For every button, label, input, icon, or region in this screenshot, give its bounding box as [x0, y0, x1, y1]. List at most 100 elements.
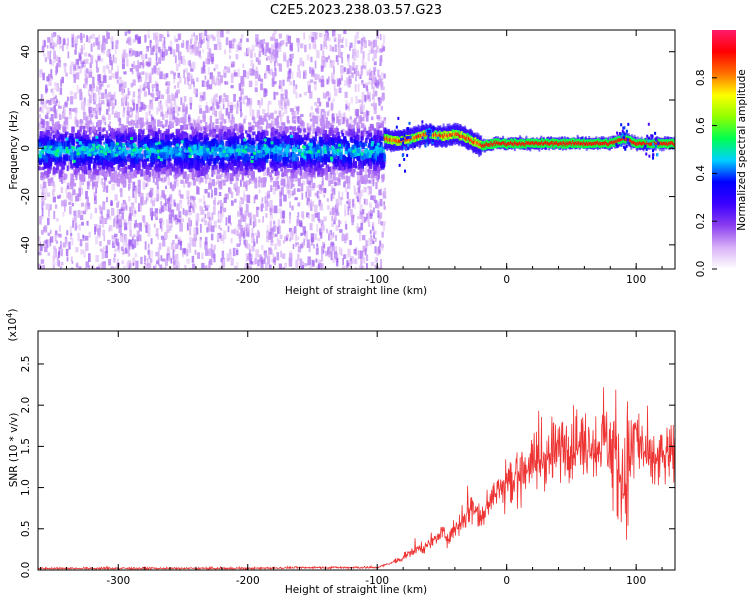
noise-speck: [362, 208, 365, 215]
noise-speck: [289, 42, 294, 52]
noise-speck: [203, 62, 207, 68]
noise-speck: [353, 188, 357, 195]
band-speck: [336, 149, 340, 155]
noise-speck: [233, 103, 236, 109]
noise-speck: [151, 116, 154, 121]
noise-speck: [372, 86, 375, 94]
noise-speck: [150, 92, 153, 97]
noise-speck: [356, 223, 359, 230]
noise-speck: [303, 91, 308, 96]
noise-speck: [111, 235, 115, 240]
band-speck: [111, 167, 115, 172]
band-speck: [266, 169, 270, 173]
noise-speck: [358, 214, 361, 219]
band-speck: [97, 134, 100, 139]
noise-speck: [105, 245, 108, 254]
noise-speck: [366, 85, 368, 92]
noise-speck: [72, 189, 76, 196]
noise-speck: [55, 240, 59, 244]
band-speck: [304, 134, 308, 139]
noise-speck: [139, 85, 142, 94]
noise-speck: [381, 231, 384, 238]
noise-speck: [88, 110, 91, 117]
band-speck: [266, 123, 271, 129]
noise-speck: [180, 173, 183, 177]
noise-speck: [361, 58, 365, 67]
noise-speck: [300, 265, 305, 269]
noise-speck: [55, 70, 57, 76]
noise-speck: [128, 50, 131, 54]
noise-speck: [320, 263, 324, 269]
noise-speck: [155, 97, 159, 102]
noise-speck: [91, 182, 94, 190]
noise-speck: [220, 30, 224, 38]
band-speck: [154, 159, 158, 163]
band-speck: [175, 167, 179, 176]
noise-speck: [86, 196, 90, 204]
noise-speck: [163, 73, 167, 80]
noise-speck: [204, 241, 208, 250]
noise-speck: [110, 99, 114, 107]
noise-speck: [341, 117, 345, 125]
noise-speck: [155, 83, 159, 92]
noise-speck: [199, 223, 202, 233]
noise-speck: [331, 222, 335, 227]
noise-speck: [169, 98, 173, 107]
noise-speck: [333, 37, 337, 42]
noise-speck: [57, 251, 61, 258]
noise-speck: [66, 230, 69, 236]
band-speck: [187, 173, 190, 179]
noise-speck: [79, 239, 83, 247]
noise-speck: [169, 182, 173, 189]
noise-speck: [297, 246, 302, 253]
noise-speck: [310, 199, 312, 207]
noise-speck: [54, 101, 58, 106]
noise-speck: [377, 69, 380, 77]
noise-speck: [378, 267, 381, 269]
band-speck: [316, 126, 320, 131]
noise-speck: [121, 206, 125, 212]
noise-speck: [255, 57, 259, 63]
noise-speck: [108, 225, 113, 231]
noise-speck: [191, 263, 196, 269]
band-speck: [108, 143, 113, 147]
noise-speck: [368, 68, 371, 73]
band-speck: [293, 126, 297, 132]
noise-speck: [52, 45, 55, 50]
band-speck: [121, 132, 125, 137]
noise-speck: [378, 74, 381, 80]
noise-speck: [253, 196, 256, 204]
noise-speck: [137, 234, 142, 242]
band-speck: [375, 141, 378, 147]
noise-speck: [262, 168, 267, 177]
band-speck: [369, 169, 372, 175]
noise-speck: [265, 125, 268, 133]
noise-speck: [173, 255, 176, 262]
noise-speck: [114, 215, 118, 225]
noise-speck: [77, 35, 81, 39]
band-speck: [135, 157, 140, 165]
noise-speck: [229, 105, 234, 111]
noise-speck: [60, 240, 62, 248]
band-speck: [283, 168, 287, 177]
band-speck: [68, 155, 72, 162]
noise-speck: [223, 230, 227, 240]
noise-speck: [213, 79, 216, 84]
noise-speck: [303, 71, 305, 79]
noise-speck: [119, 87, 122, 91]
noise-speck: [137, 60, 139, 70]
band-speck: [127, 183, 131, 189]
noise-speck: [246, 223, 250, 232]
band-speck: [370, 151, 373, 157]
noise-speck: [92, 107, 96, 114]
noise-speck: [45, 84, 48, 93]
band-speck: [225, 163, 230, 168]
noise-speck: [374, 131, 378, 138]
noise-speck: [161, 43, 164, 53]
band-speck: [177, 106, 181, 112]
band-speck: [283, 144, 288, 148]
noise-speck: [147, 224, 151, 232]
noise-speck: [80, 202, 84, 207]
band-speck: [205, 140, 209, 147]
band-speck: [108, 171, 111, 177]
